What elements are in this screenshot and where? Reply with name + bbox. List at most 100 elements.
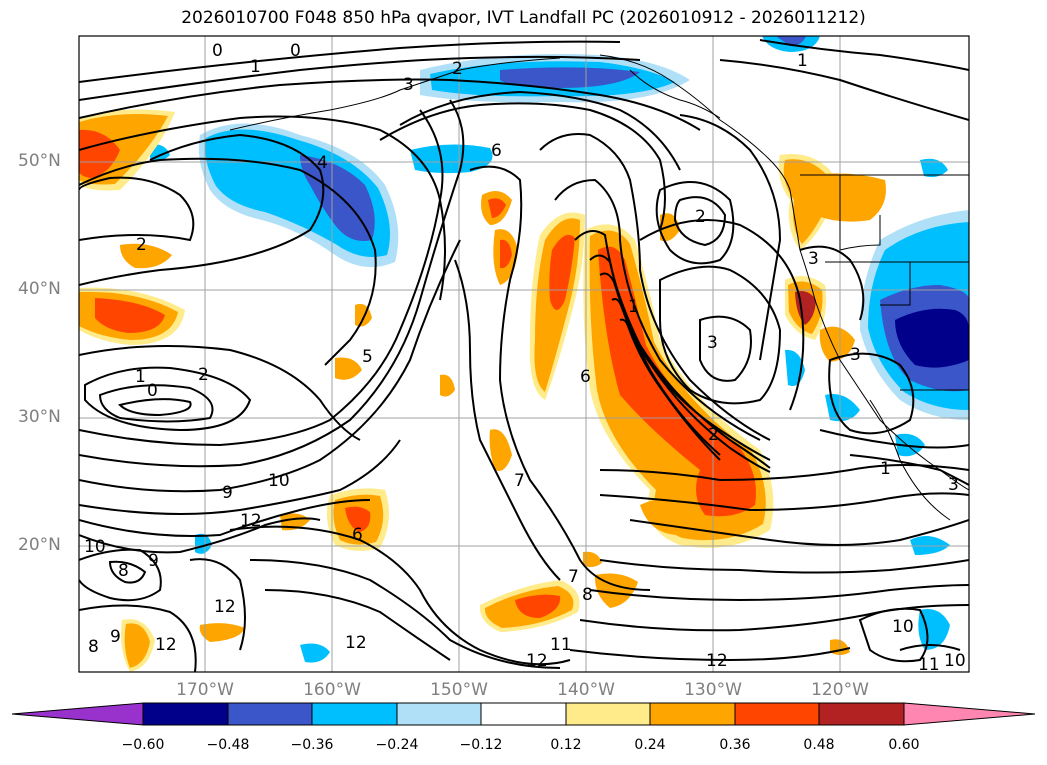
colorbar-tick: 0.48 [803, 737, 835, 753]
positive-anomaly [120, 243, 172, 269]
negative-anomaly [895, 308, 969, 368]
contour-label: 10 [944, 651, 966, 671]
contour-labels: 0 0 1 3 2 1 4 6 2 2 3 1 3 2 1 0 5 3 6 10… [84, 41, 966, 675]
colorbar-tick: −0.24 [375, 737, 419, 753]
negative-anomaly [300, 643, 330, 663]
contour-label: 0 [212, 41, 223, 61]
positive-anomaly [549, 234, 575, 310]
lat-label: 50°N [18, 151, 61, 171]
contour-label: 1 [628, 297, 639, 317]
contour-label: 12 [706, 651, 728, 671]
coastlines [229, 54, 969, 521]
lon-label: 160°W [303, 680, 361, 700]
colorbar-bin [480, 702, 567, 726]
positive-anomaly [810, 173, 886, 222]
negative-anomaly [410, 144, 493, 174]
colorbar-extend-high [903, 702, 1036, 726]
negative-anomaly [918, 609, 950, 650]
ivt-contours [79, 39, 969, 672]
contour-label: 0 [147, 381, 158, 401]
colorbar-tick: −0.60 [121, 737, 165, 753]
contour-label: 1 [797, 51, 808, 71]
positive-anomaly [124, 623, 150, 668]
colorbar-extend-low [11, 702, 144, 726]
colorbar-bin [142, 702, 229, 726]
contour-label: 11 [918, 655, 940, 675]
colorbar-tick: −0.48 [206, 737, 250, 753]
contour-label: 9 [110, 627, 121, 647]
contour-label: 3 [948, 475, 959, 495]
contour-label: 10 [84, 537, 106, 557]
colorbar-bin [818, 702, 905, 726]
positive-anomaly [195, 533, 212, 554]
negative-anomaly [920, 158, 948, 178]
map-frame [78, 35, 970, 673]
colorbar-tick: −0.12 [459, 737, 503, 753]
contour-label: 8 [88, 637, 99, 657]
contour-label: 5 [362, 347, 373, 367]
lon-label: 150°W [430, 680, 488, 700]
contour-label: 2 [708, 425, 719, 445]
positive-anomaly [199, 623, 245, 642]
positive-anomaly [489, 429, 512, 471]
contour-label: 9 [148, 551, 159, 571]
colorbar-bin [311, 702, 398, 726]
map-title: 2026010700 F048 850 hPa qvapor, IVT Land… [181, 8, 866, 28]
contour-label: 11 [550, 635, 572, 655]
colorbar-tick: 0.60 [888, 737, 920, 753]
lat-label: 40°N [18, 279, 61, 299]
contour-label: 12 [345, 633, 367, 653]
negative-anomaly [825, 394, 860, 422]
contour-label: 2 [136, 235, 147, 255]
lon-label: 140°W [557, 680, 615, 700]
contour-label: 10 [268, 471, 290, 491]
colorbar-bin [565, 702, 651, 726]
contour-label: 2 [198, 365, 209, 385]
negative-anomaly [895, 433, 925, 457]
positive-anomaly [440, 374, 455, 397]
positive-anomaly [515, 594, 561, 618]
contour-label: 6 [352, 525, 363, 545]
positive-anomaly [488, 198, 506, 218]
contour-label: 12 [526, 651, 548, 671]
lon-label: 120°W [811, 680, 869, 700]
contour-label: 1 [250, 57, 261, 77]
contour-label: 12 [240, 511, 262, 531]
positive-anomaly [335, 357, 362, 380]
contour-label: 7 [568, 567, 579, 587]
negative-anomaly [500, 67, 640, 88]
colorbar-bin [396, 702, 482, 726]
negative-anomaly [776, 36, 806, 46]
colorbar-tick: 0.24 [634, 737, 666, 753]
contour-label: 6 [491, 141, 502, 161]
gridlines [79, 36, 969, 672]
contour-label: 2 [452, 59, 463, 79]
positive-anomaly [95, 298, 165, 333]
colorbar-bin [227, 702, 313, 726]
contour-label: 3 [707, 333, 718, 353]
contour-label: 1 [135, 367, 146, 387]
colorbar-bin [734, 702, 820, 726]
contour-label: 3 [850, 345, 861, 365]
positive-anomaly [583, 551, 602, 568]
contour-label: 3 [403, 75, 414, 95]
contour-label: 6 [580, 367, 591, 387]
positive-anomaly [500, 239, 512, 269]
contour-label: 8 [582, 585, 593, 605]
positive-anomaly [345, 506, 371, 532]
contour-label: 9 [222, 483, 233, 503]
contour-label: 0 [290, 41, 301, 61]
colorbar-tick: −0.36 [290, 737, 334, 753]
positive-anomaly [640, 498, 694, 535]
colorbar [11, 702, 1036, 726]
contour-label: 1 [880, 459, 891, 479]
lat-label: 20°N [18, 535, 61, 555]
colorbar-bin [649, 702, 736, 726]
lon-label: 130°W [684, 680, 742, 700]
contour-label: 12 [155, 635, 177, 655]
contour-label: 7 [514, 471, 525, 491]
lat-label: 30°N [18, 407, 61, 427]
contour-label: 4 [317, 153, 328, 173]
contour-label: 3 [808, 249, 819, 269]
